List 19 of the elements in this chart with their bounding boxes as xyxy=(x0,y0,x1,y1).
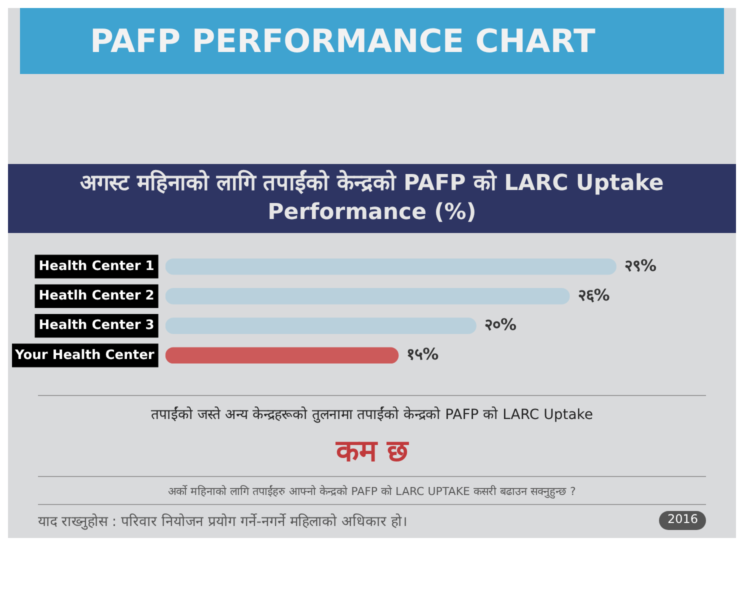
data-label: २०% xyxy=(484,315,516,334)
bar xyxy=(165,318,476,334)
text: याद राख्नुहोस : परिवार नियोजन प्रयोग गर्ने-नगर्ने महिलाको अधिकार हो। xyxy=(38,512,407,530)
text: 2016 xyxy=(659,511,706,530)
text: तपाईंको जस्ते अन्य केन्द्रहरूको तुलनामा तपाईंको केन्द्रको PAFP को LARC Uptake xyxy=(150,406,594,424)
y-tick-label: Health Center 1 xyxy=(38,259,154,274)
chart-title: PAFP PERFORMANCE CHART xyxy=(20,8,724,74)
chart-subtitle: अगस्ट महिनाको लागि तपाईंको केन्द्रको PAFP को LARC Uptake Performance (%) xyxy=(8,164,736,234)
data-label: १५% xyxy=(406,344,439,364)
y-tick-label: Heatlh Center 2 xyxy=(38,288,154,304)
data-label: २६% xyxy=(578,286,610,305)
y-tick-label: Health Center 3 xyxy=(38,318,154,334)
bar xyxy=(165,288,570,305)
y-tick-label: Your Health Center xyxy=(14,348,155,363)
bar xyxy=(165,258,616,275)
text: कम छ xyxy=(334,433,410,470)
text: अर्को महिनाको लागि तपाईंहरु आफ्नो केन्द्रको PAFP को LARC UPTAKE कसरी बढाउन सक्नुहुन्छ ? xyxy=(38,476,706,504)
bar xyxy=(165,347,399,364)
data-label: २९% xyxy=(624,256,656,275)
